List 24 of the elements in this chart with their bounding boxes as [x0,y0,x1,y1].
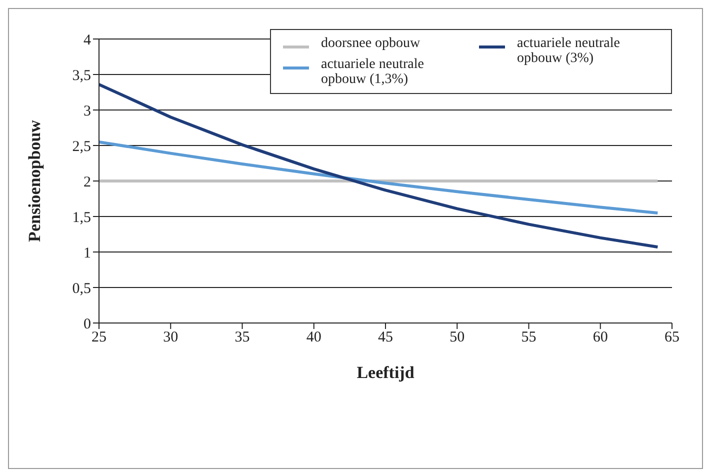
y-tick-label: 2 [84,174,91,190]
y-tick-label: 1,5 [72,210,91,226]
x-tick-label: 45 [378,330,393,346]
line-series [99,140,660,214]
x-tick-label: 25 [92,330,106,346]
x-tick-label: 40 [306,330,322,346]
legend-label: actuariele neutrale opbouw (3%) [517,36,621,66]
x-tick-label: 65 [664,330,680,346]
legend-label: doorsnee opbouw [321,36,422,51]
y-tick-label: 3,5 [72,68,91,84]
x-tick-label: 55 [521,330,536,346]
x-axis-title: Leeftijd [356,363,415,382]
y-axis-title: Pensioenopbouw [25,119,44,242]
y-tick-label: 2,5 [72,138,91,155]
x-tick-label: 60 [592,330,608,346]
legend-label: actuariele neutrale opbouw (1,3%) [321,57,425,87]
y-tick-label: 0 [84,316,91,332]
y-tick-label: 4 [84,32,92,48]
y-tick-label: 3 [84,103,91,120]
x-tick-label: 35 [234,330,250,346]
y-tick-label: 0,5 [72,280,91,297]
x-tick-label: 30 [163,330,178,346]
x-tick-label: 50 [450,330,465,346]
y-tick-label: 1 [84,245,91,262]
